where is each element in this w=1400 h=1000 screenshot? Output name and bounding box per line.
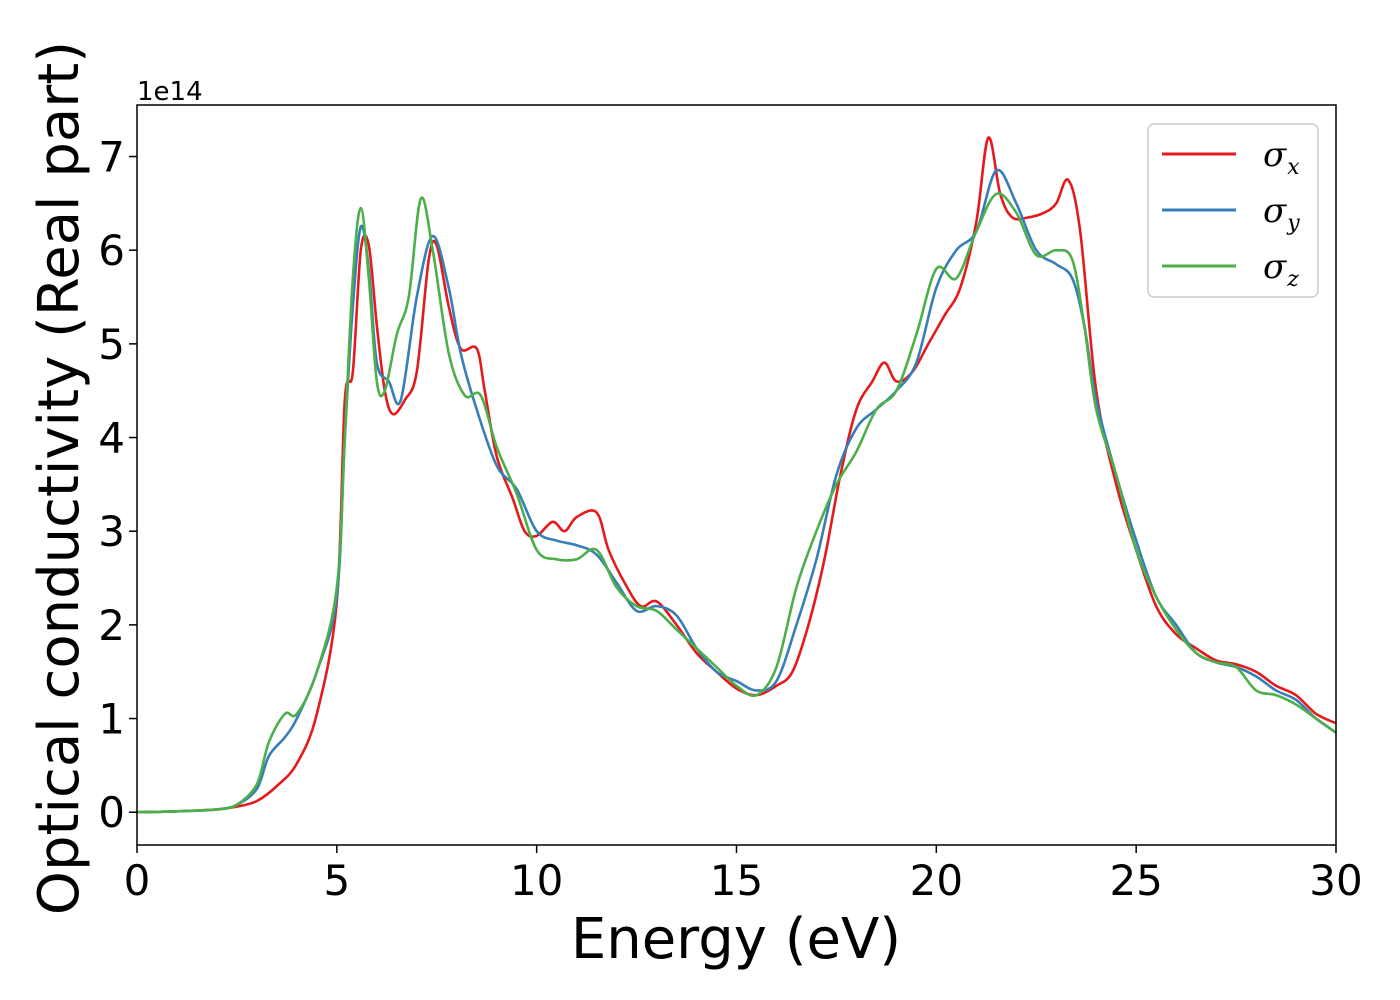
x-tick-label: 30 [1309, 856, 1362, 905]
y-tick-label: 6 [98, 226, 125, 275]
x-tick-label: 0 [124, 856, 151, 905]
y-tick-label: 4 [98, 414, 125, 463]
series-layer [137, 136, 1336, 814]
x-axis: 0 5 10 15 20 25 30 [124, 845, 1363, 905]
x-tick-label: 25 [1109, 856, 1162, 905]
y-tick-label: 7 [98, 133, 125, 182]
y-tick-label: 3 [98, 507, 125, 556]
x-tick-label: 15 [710, 856, 763, 905]
x-axis-label: Energy (eV) [571, 907, 901, 972]
x-tick-label: 5 [323, 856, 350, 905]
x-tick-label: 10 [510, 856, 563, 905]
x-tick-label: 20 [910, 856, 963, 905]
y-tick-label: 5 [98, 320, 125, 369]
y-tick-label: 0 [98, 788, 125, 837]
y-tick-label: 1 [98, 695, 125, 744]
y-axis: 0 1 2 3 4 5 6 7 [98, 133, 137, 837]
y-offset-label: 1e14 [137, 77, 203, 107]
series-line-z [137, 192, 1336, 814]
y-tick-label: 2 [98, 601, 125, 650]
y-axis-label: Optical conductivity (Real part) [27, 41, 92, 915]
